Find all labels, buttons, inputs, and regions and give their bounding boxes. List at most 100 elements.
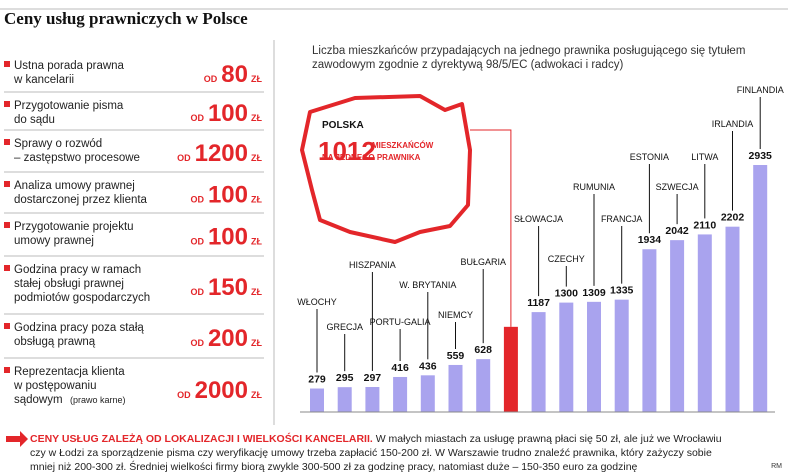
bullet bbox=[4, 61, 10, 67]
price-amount: 200 bbox=[208, 325, 248, 352]
price-prefix: OD bbox=[190, 338, 204, 348]
value-label: 1309 bbox=[582, 287, 606, 299]
value-label: 628 bbox=[474, 344, 492, 356]
bar bbox=[365, 387, 380, 412]
service-label: sądowym bbox=[14, 394, 63, 406]
price-unit: ZŁ bbox=[251, 153, 262, 163]
note-arrow bbox=[6, 431, 28, 447]
credit: RM bbox=[771, 463, 782, 470]
service-label: Sprawy o rozwód bbox=[14, 138, 102, 150]
service-label: w postępowaniu bbox=[13, 380, 96, 392]
country-label: SŁOWACJA bbox=[514, 214, 563, 224]
price: OD 100 ZŁ bbox=[190, 224, 262, 251]
service-label: podmiotów gospodarczych bbox=[14, 292, 150, 304]
price: OD 150 ZŁ bbox=[190, 274, 262, 301]
price-unit: ZŁ bbox=[251, 237, 262, 247]
bar bbox=[725, 226, 740, 412]
country-label: SZWECJA bbox=[656, 182, 699, 192]
bullet bbox=[4, 181, 10, 187]
value-label: 295 bbox=[336, 372, 354, 384]
service-label: Analiza umowy prawnej bbox=[14, 180, 135, 192]
chart-subtitle: Liczba mieszkańców przypadających na jed… bbox=[312, 45, 745, 57]
bar bbox=[587, 301, 601, 412]
value-label: 436 bbox=[419, 360, 437, 372]
price-amount: 100 bbox=[208, 224, 248, 251]
service-label: do sądu bbox=[14, 114, 55, 126]
callout-country: POLSKA bbox=[322, 120, 364, 131]
price-amount: 100 bbox=[208, 182, 248, 209]
bar bbox=[448, 364, 463, 412]
bullet bbox=[4, 265, 10, 271]
bar bbox=[642, 249, 657, 412]
price-amount: 1200 bbox=[195, 140, 248, 167]
note-body: W małych miastach za usługę prawną płaci… bbox=[30, 433, 722, 473]
price-prefix: OD bbox=[204, 74, 218, 84]
service-label: w kancelarii bbox=[13, 74, 74, 86]
price: OD 80 ZŁ bbox=[204, 61, 263, 88]
price: OD 200 ZŁ bbox=[190, 325, 262, 352]
service-label: Godzina pracy poza stałą bbox=[14, 322, 144, 334]
value-label: 2202 bbox=[721, 212, 745, 224]
price-unit: ZŁ bbox=[251, 338, 262, 348]
service-label: obsługą prawną bbox=[14, 336, 96, 348]
country-label: FINLANDIA bbox=[737, 85, 784, 95]
bar bbox=[559, 302, 574, 412]
price-prefix: OD bbox=[190, 195, 204, 205]
country-label: ESTONIA bbox=[630, 152, 669, 162]
price-unit: ZŁ bbox=[251, 390, 262, 400]
price: OD 1200 ZŁ bbox=[177, 140, 262, 167]
poland-outline bbox=[300, 94, 472, 244]
bullet bbox=[4, 101, 10, 107]
price-unit: ZŁ bbox=[251, 74, 262, 84]
price: OD 100 ZŁ bbox=[190, 100, 262, 127]
price-amount: 150 bbox=[208, 274, 248, 301]
note-head: CENY USŁUG ZALEŻĄ OD LOKALIZACJI I WIELK… bbox=[30, 433, 373, 445]
price: OD 2000 ZŁ bbox=[177, 377, 262, 404]
price-prefix: OD bbox=[177, 153, 191, 163]
country-label: NIEMCY bbox=[438, 310, 473, 320]
service-label: – zastępstwo procesowe bbox=[14, 152, 140, 164]
bullet bbox=[4, 323, 10, 329]
bar bbox=[337, 387, 352, 412]
country-label: RUMUNIA bbox=[573, 182, 615, 192]
bullet bbox=[4, 367, 10, 373]
callout-text: MIESZKAŃCÓW bbox=[372, 141, 434, 150]
value-label: 416 bbox=[391, 362, 409, 374]
price-unit: ZŁ bbox=[251, 113, 262, 123]
bar bbox=[697, 234, 712, 412]
country-label: IRLANDIA bbox=[712, 119, 754, 129]
footnote: CENY USŁUG ZALEŻĄ OD LOKALIZACJI I WIELK… bbox=[30, 432, 730, 474]
price-amount: 100 bbox=[208, 100, 248, 127]
service-label: dostarczonej przez klienta bbox=[14, 194, 148, 206]
bullet bbox=[4, 139, 10, 145]
bar bbox=[476, 359, 491, 412]
value-label: 1335 bbox=[610, 285, 634, 297]
bar bbox=[310, 388, 324, 412]
service-label: stałej obsługi prawnej bbox=[14, 278, 124, 290]
country-label: WŁOCHY bbox=[297, 297, 337, 307]
service-label: umowy prawnej bbox=[14, 235, 94, 247]
service-label: Ustna porada prawna bbox=[14, 60, 125, 72]
value-label: 2110 bbox=[693, 219, 716, 231]
service-note: (prawo karne) bbox=[70, 395, 126, 405]
bar bbox=[614, 299, 629, 412]
value-label: 1187 bbox=[527, 297, 550, 309]
value-label: 297 bbox=[364, 372, 382, 384]
service-label: Reprezentacja klienta bbox=[14, 366, 125, 378]
callout-text: NA JEDNEGO PRAWNIKA bbox=[322, 153, 421, 162]
country-label: PORTU-GALIA bbox=[370, 317, 431, 327]
country-label: FRANCJA bbox=[601, 214, 643, 224]
title: Ceny usług prawniczych w Polsce bbox=[4, 9, 248, 28]
chart-subtitle: zawodowym zgodnie z dyrektywą 98/5/EC (a… bbox=[312, 59, 623, 71]
bar bbox=[420, 375, 435, 412]
service-label: Przygotowanie pisma bbox=[14, 100, 124, 112]
price-prefix: OD bbox=[190, 287, 204, 297]
country-label: HISZPANIA bbox=[349, 260, 396, 270]
value-label: 2042 bbox=[665, 225, 689, 237]
country-label: LITWA bbox=[691, 152, 718, 162]
service-label: Godzina pracy w ramach bbox=[14, 264, 141, 276]
value-label: 2935 bbox=[749, 150, 773, 162]
price-amount: 2000 bbox=[195, 377, 248, 404]
